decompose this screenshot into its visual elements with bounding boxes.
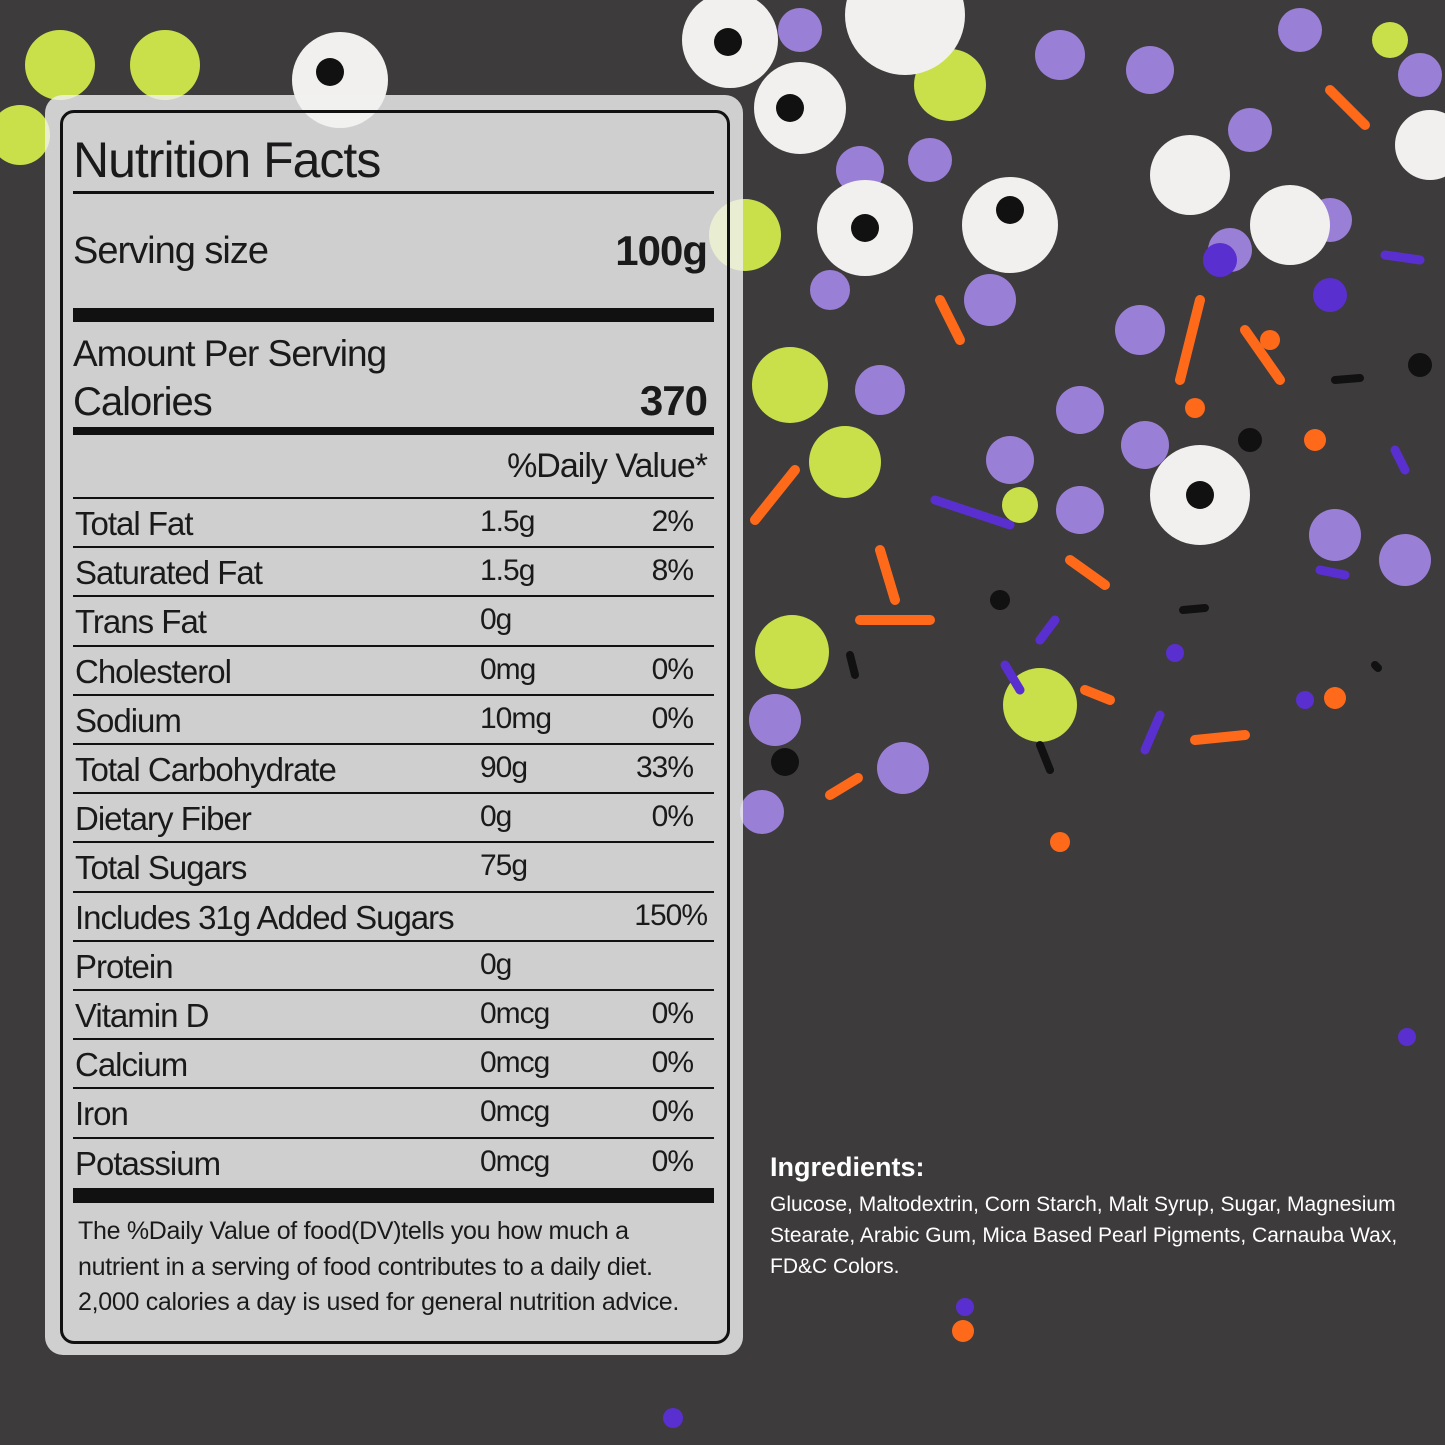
nutrient-amount: 0g [480, 947, 512, 981]
nutrient-name: Trans Fat [75, 603, 207, 641]
footnote-line: nutrient in a serving of food contribute… [78, 1252, 653, 1281]
nutrient-name: Protein [75, 947, 174, 985]
rule [73, 1087, 714, 1090]
nutrient-name: Potassium [75, 1144, 221, 1182]
nutrient-name: Includes 31g Added Sugars [75, 898, 455, 936]
nutrient-daily-value: 0% [651, 701, 694, 735]
ingredients: Ingredients: Glucose, Maltodextrin, Corn… [770, 1152, 1430, 1282]
rule [73, 989, 714, 991]
nutrient-name: Iron [75, 1095, 129, 1133]
rule [73, 841, 714, 844]
rule [73, 693, 714, 696]
nutrient-name: Cholesterol [75, 652, 232, 690]
title: Nutrition Facts [73, 132, 381, 188]
nutrient-daily-value: 0% [651, 1144, 694, 1178]
daily-value-header: %Daily Value* [507, 447, 708, 485]
rule [73, 1136, 714, 1139]
nutrient-amount: 75g [480, 849, 528, 883]
rule [73, 792, 714, 795]
nutrient-name: Vitamin D [75, 997, 209, 1034]
calories-label: Calories [73, 380, 213, 424]
nutrient-amount: 0mcg [480, 1144, 550, 1178]
nutrient-amount: 0mg [480, 652, 536, 686]
rule [73, 191, 714, 194]
nutrient-amount: 1.5g [480, 505, 535, 538]
thick-rule [73, 308, 714, 322]
nutrient-daily-value: 2% [651, 505, 694, 538]
nutrient-daily-value: 0% [651, 800, 694, 834]
nutrient-name: Total Fat [75, 505, 194, 542]
ingredients-title: Ingredients: [770, 1152, 925, 1182]
nutrient-daily-value: 0% [651, 1046, 694, 1080]
rule [73, 939, 714, 942]
nutrition-label-border [60, 110, 730, 1344]
serving-size: 100g [615, 227, 708, 274]
footnote-line: 2,000 calories a day is used for general… [78, 1288, 680, 1316]
nutrient-daily-value: 33% [635, 751, 694, 784]
footnote-line: The %Daily Value of food(DV)tells you ho… [78, 1217, 629, 1245]
nutrient-amount: 0mcg [480, 997, 550, 1030]
nutrient-amount: 1.5g [480, 554, 535, 588]
label-background [45, 95, 743, 1355]
nutrient-daily-value: 150% [634, 898, 708, 932]
nutrient-daily-value: 0% [651, 997, 694, 1030]
thick-rule [73, 1188, 714, 1203]
amount-per-serving: Amount Per Serving [73, 333, 387, 374]
nutrient-amount: 0g [480, 800, 512, 834]
nutrient-daily-value: 0% [651, 652, 694, 686]
nutrient-daily-value: 0% [651, 1095, 694, 1129]
nutrient-amount: 0g [480, 603, 512, 637]
ingredients-text: Glucose, Maltodextrin, Corn Starch, Malt… [770, 1193, 1398, 1278]
nutrient-amount: 0mcg [480, 1095, 550, 1129]
nutrient-daily-value: 8% [651, 554, 694, 588]
rule [73, 644, 714, 647]
nutrient-name: Calcium [75, 1046, 188, 1084]
nutrient-amount: 90g [480, 751, 528, 784]
rule [73, 1038, 714, 1041]
nutrient-name: Dietary Fiber [75, 800, 252, 838]
nutrient-name: Total Carbohydrate [75, 751, 337, 788]
nutrient-amount: 10mg [480, 701, 552, 735]
calories: 370 [639, 377, 708, 424]
rule [73, 497, 714, 499]
rule [73, 427, 714, 435]
nutrient-name: Sodium [75, 701, 182, 739]
rule [73, 546, 714, 549]
rule [73, 743, 714, 745]
rule [73, 595, 714, 598]
nutrient-name: Saturated Fat [75, 554, 263, 592]
rule [73, 890, 714, 893]
nutrient-amount: 0mcg [480, 1046, 550, 1080]
nutrient-name: Total Sugars [75, 849, 247, 887]
serving-size-label: Serving size [73, 230, 269, 272]
